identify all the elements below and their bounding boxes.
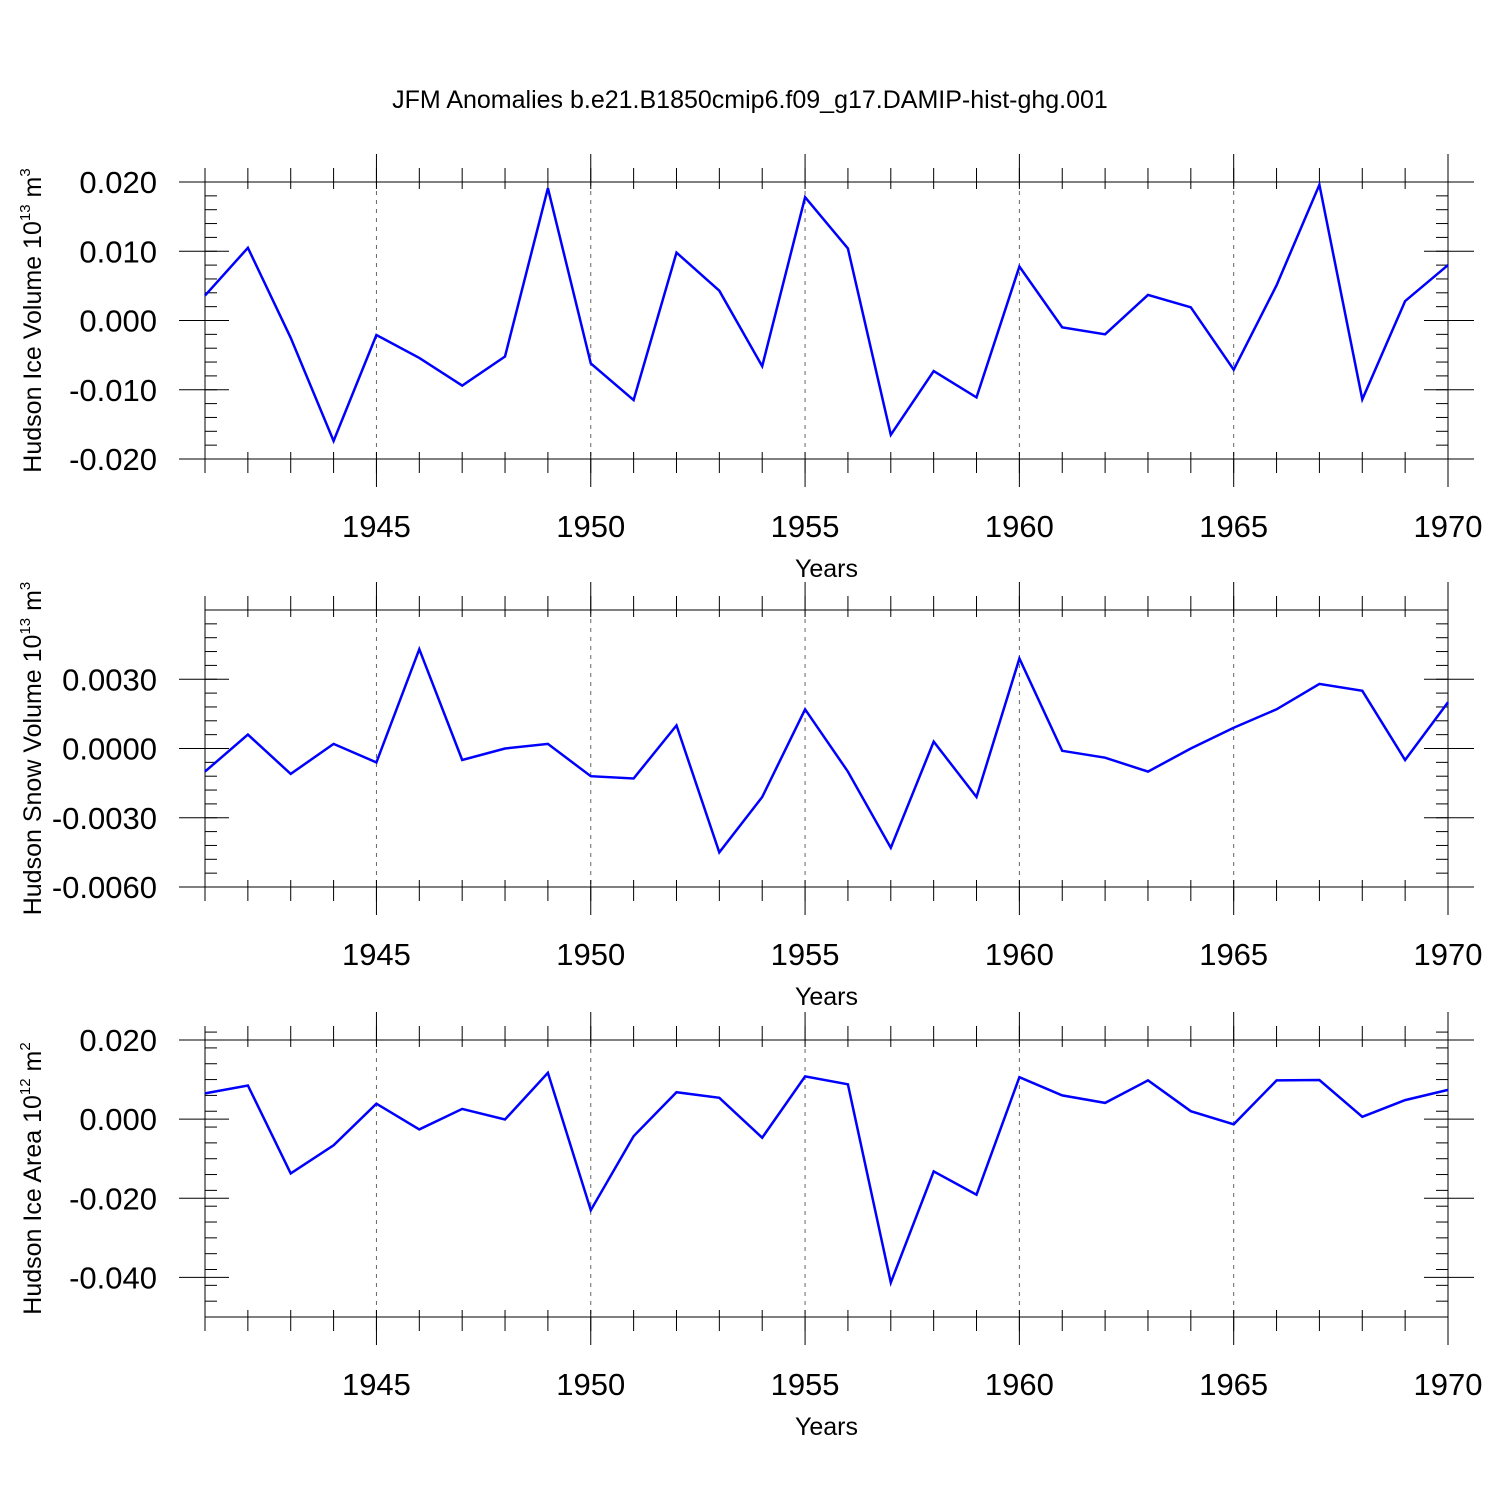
y-axis-label-exponent: 13	[17, 618, 34, 635]
panels: 1945 1950 1955 1960 1965 1970 -0.020 -0.010 0.00…	[17, 154, 1482, 1441]
series-line	[204, 645, 1450, 856]
x-tick-label: 1960	[985, 1367, 1054, 1402]
x-tick-label: 1965	[1199, 509, 1268, 544]
x-tick-label: 1950	[556, 1367, 625, 1402]
y-tick-label: 0.0030	[62, 662, 157, 697]
x-tick-label: 1955	[771, 509, 840, 544]
panel-3: 1945 1950 1955 1960 1965 1970 -0.040 -0.020 0.00…	[17, 1012, 1482, 1441]
y-tick-label: -0.020	[69, 442, 157, 477]
y-tick-label: 0.010	[79, 234, 157, 269]
x-tick-label: 1970	[1414, 1367, 1483, 1402]
x-tick-label: 1965	[1199, 1367, 1268, 1402]
x-axis-label: Years	[795, 1413, 858, 1441]
chart-title: JFM Anomalies b.e21.B1850cmip6.f09_g17.D…	[392, 86, 1108, 114]
y-axis-label-text: Hudson Ice Volume 10	[19, 221, 47, 473]
x-tick-label: 1955	[771, 1367, 840, 1402]
y-tick-label: -0.0060	[52, 870, 157, 905]
x-tick-label: 1945	[342, 509, 411, 544]
series-line	[204, 180, 1449, 445]
y-axis-label: Hudson Snow Volume 1013 m3	[17, 582, 47, 916]
x-tick-label: 1955	[771, 937, 840, 972]
series-line	[204, 1070, 1449, 1287]
y-axis-label-text: Hudson Ice Area 10	[19, 1095, 47, 1315]
y-tick-label: 0.020	[79, 1023, 157, 1058]
y-axis-label-unit: m	[19, 590, 47, 618]
y-tick-label: 0.000	[79, 304, 157, 339]
y-tick-label: 0.0000	[62, 732, 157, 767]
plot-frame	[204, 609, 1449, 888]
panel-2: 1945 1950 1955 1960 1965 1970 -0.0060 -0.0030 0.…	[17, 582, 1482, 1011]
x-tick-label: 1970	[1414, 937, 1483, 972]
x-tick-label: 1965	[1199, 937, 1268, 972]
y-tick-label: -0.020	[69, 1181, 157, 1216]
x-tick-label: 1960	[985, 509, 1054, 544]
y-axis-label-exponent: 13	[17, 204, 34, 221]
y-tick-label: -0.040	[69, 1260, 157, 1295]
panel-1: 1945 1950 1955 1960 1965 1970 -0.020 -0.010 0.00…	[17, 154, 1482, 583]
y-tick-label: 0.020	[79, 165, 157, 200]
x-axis-label: Years	[795, 983, 858, 1011]
y-axis-label: Hudson Ice Area 1012 m2	[17, 1042, 47, 1314]
y-axis-label-unit: m	[19, 1051, 47, 1079]
y-axis-label-unit-exponent: 3	[17, 168, 34, 176]
y-axis-label: Hudson Ice Volume 1013 m3	[17, 168, 47, 472]
x-axis-label: Years	[795, 555, 858, 583]
y-axis-label-unit-exponent: 2	[17, 1042, 34, 1050]
y-tick-label: 0.000	[79, 1102, 157, 1137]
x-tick-label: 1960	[985, 937, 1054, 972]
y-tick-label: -0.010	[69, 373, 157, 408]
y-axis-label-text: Hudson Snow Volume 10	[19, 635, 47, 916]
x-tick-label: 1970	[1414, 509, 1483, 544]
x-tick-label: 1945	[342, 937, 411, 972]
y-tick-label: -0.0030	[52, 801, 157, 836]
y-axis-label-unit: m	[19, 177, 47, 205]
x-tick-label: 1950	[556, 937, 625, 972]
y-axis-label-exponent: 12	[17, 1078, 34, 1095]
x-tick-label: 1950	[556, 509, 625, 544]
x-tick-label: 1945	[342, 1367, 411, 1402]
plot-frame	[204, 1039, 1449, 1318]
y-axis-label-unit-exponent: 3	[17, 582, 34, 590]
